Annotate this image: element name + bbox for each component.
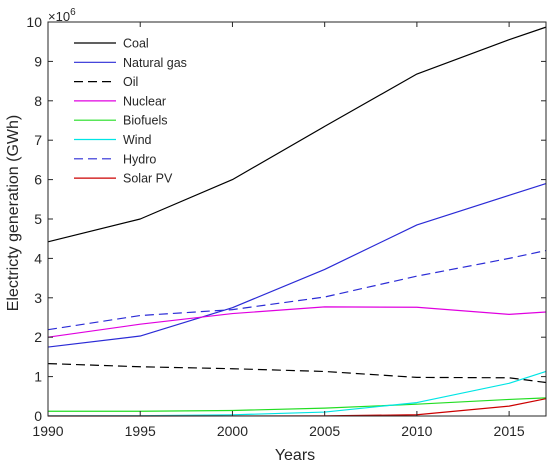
x-tick-label: 1995 — [125, 423, 156, 439]
legend-label-nuclear: Nuclear — [123, 94, 166, 108]
x-tick-label: 2015 — [494, 423, 525, 439]
series-line-oil — [47, 363, 547, 384]
y-tick-label: 4 — [34, 250, 42, 266]
x-axis-label: Years — [275, 447, 315, 464]
y-tick-label: 6 — [34, 172, 42, 188]
y-tick-label: 3 — [34, 290, 42, 306]
y-axis-exponent-base: ×10 — [48, 9, 70, 24]
y-axis-exponent-power: 6 — [70, 7, 76, 18]
legend-label-solar-pv: Solar PV — [123, 172, 173, 186]
legend-label-biofuels: Biofuels — [123, 114, 167, 128]
axes-layer: 1990 1995 2000 2005 2010 2015 0 1 2 3 4 5 6 7 8 9 10 — [26, 14, 547, 439]
y-tick-label: 10 — [26, 14, 42, 30]
y-tick-label: 9 — [34, 53, 42, 69]
y-tick-label: 8 — [34, 93, 42, 109]
y-tick-label: 1 — [34, 369, 42, 385]
series-line-nuclear — [47, 306, 547, 338]
legend-label-wind: Wind — [123, 133, 152, 147]
x-tick-label: 2010 — [401, 423, 432, 439]
y-tick-label: 0 — [34, 408, 42, 424]
y-tick-label: 7 — [34, 132, 42, 148]
y-tick-label: 2 — [34, 329, 42, 345]
series-line-coal — [47, 26, 547, 243]
y-axis-exponent-label: ×106 — [48, 7, 76, 24]
legend-label-hydro: Hydro — [123, 152, 156, 166]
x-tick-label: 2000 — [217, 423, 248, 439]
y-tick-label: 5 — [34, 211, 42, 227]
legend: Coal Natural gas Oil Nuclear Biofuels Wind Hyd… — [74, 37, 187, 186]
series-line-natural-gas — [47, 182, 547, 348]
legend-label-oil: Oil — [123, 75, 138, 89]
x-tick-label: 1990 — [32, 423, 63, 439]
legend-label-natural-gas: Natural gas — [123, 56, 187, 70]
legend-label-coal: Coal — [123, 37, 149, 51]
series-line-hydro — [47, 249, 547, 331]
y-axis-label: Electricty generation (GWh) — [5, 115, 22, 312]
x-tick-label: 2005 — [309, 423, 340, 439]
